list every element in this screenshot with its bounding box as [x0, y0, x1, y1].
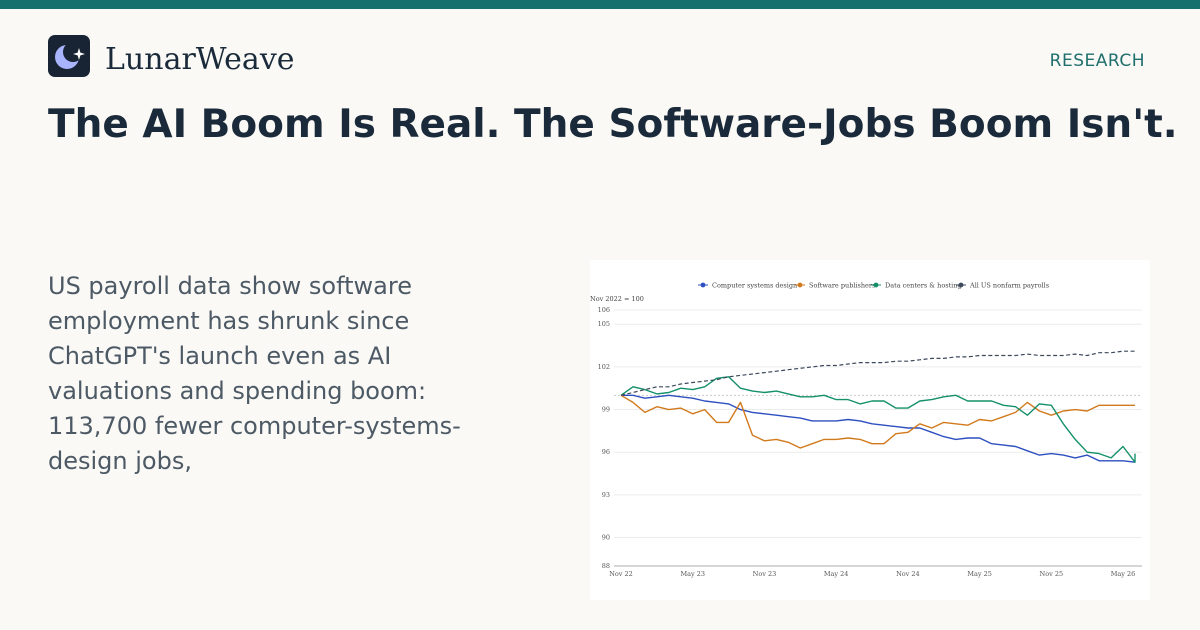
- legend-marker: [958, 282, 964, 288]
- legend-item[interactable]: All US nonfarm payrolls: [956, 281, 1049, 289]
- y-tick-label: 90: [602, 534, 610, 542]
- legend-marker: [797, 282, 803, 288]
- y-tick-label: 102: [598, 363, 610, 371]
- legend-label: Software publishers: [809, 281, 875, 289]
- summary-text: US payroll data show software employment…: [48, 272, 461, 475]
- y-tick-label: 106: [598, 306, 610, 314]
- x-tick-label: May 26: [1111, 570, 1136, 578]
- moon-sparkle-icon: [48, 35, 90, 77]
- legend: Computer systems design Software publishe…: [698, 281, 1049, 289]
- x-tick-label: Nov 23: [753, 570, 777, 578]
- legend-label: All US nonfarm payrolls: [969, 281, 1049, 289]
- x-tick-label: Nov 24: [896, 570, 920, 578]
- series-line-0: [621, 394, 1136, 463]
- x-tick-label: May 23: [680, 570, 705, 578]
- legend-item[interactable]: Software publishers: [795, 281, 875, 289]
- x-tick-label: Nov 22: [609, 570, 633, 578]
- x-tick-label: Nov 25: [1040, 570, 1064, 578]
- y-tick-label: 99: [602, 406, 610, 414]
- line-chart: 88 90 93 96 99 102 105 106 Nov 22 May 23 Nov 23 May…: [590, 281, 1142, 578]
- series-layer: [620, 350, 1136, 463]
- legend-item[interactable]: Computer systems design: [698, 281, 797, 289]
- payroll-chart: 88 90 93 96 99 102 105 106 Nov 22 May 23 Nov 23 May…: [590, 260, 1150, 600]
- x-tick-label: May 25: [967, 570, 992, 578]
- x-tick-label: May 24: [824, 570, 849, 578]
- legend-marker: [700, 282, 706, 288]
- series-line-1: [620, 394, 1135, 449]
- y-tick-label: 93: [602, 491, 610, 499]
- brand-name: LunarWeave: [105, 42, 295, 77]
- series-line-2: [620, 376, 1136, 463]
- y-axis-label: Nov 2022 = 100: [590, 295, 644, 303]
- legend-label: Computer systems design: [712, 281, 797, 289]
- grid-layer: [614, 309, 1142, 567]
- legend-item[interactable]: Data centers & hosting: [871, 281, 962, 289]
- y-tick-label: 88: [602, 562, 610, 570]
- axis-layer: 88 90 93 96 99 102 105 106 Nov 22 May 23 Nov 23 May…: [598, 306, 1142, 578]
- y-tick-label: 105: [598, 320, 610, 328]
- accent-top-bar: [0, 0, 1200, 9]
- legend-marker: [873, 282, 879, 288]
- page-title: The AI Boom Is Real. The Software-Jobs B…: [48, 102, 1178, 147]
- series-line-3: [620, 350, 1135, 396]
- legend-label: Data centers & hosting: [885, 281, 962, 289]
- y-tick-label: 96: [602, 448, 610, 456]
- section-label[interactable]: RESEARCH: [1049, 51, 1145, 71]
